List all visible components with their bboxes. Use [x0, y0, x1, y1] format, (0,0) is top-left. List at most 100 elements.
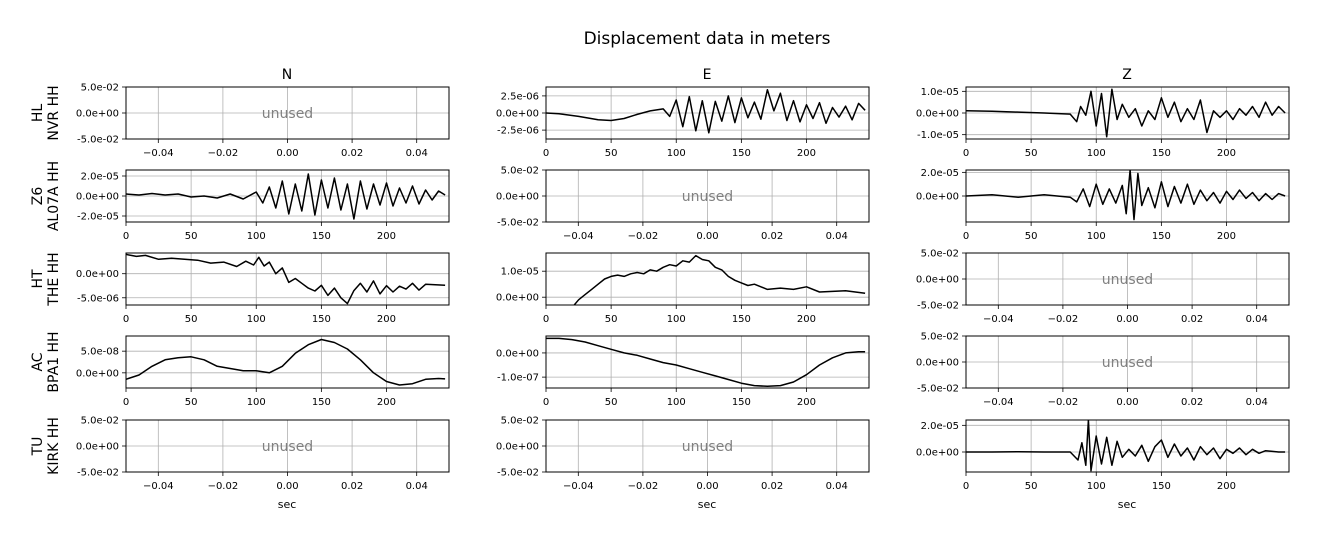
row-label-top-4: TU	[30, 437, 46, 457]
trace-line	[546, 88, 866, 134]
x-tick-label: 100	[1087, 148, 1106, 159]
y-tick-label: 0.0e+00	[916, 192, 959, 203]
y-tick-label: -2.5e-06	[497, 126, 539, 137]
unused-label: unused	[262, 439, 313, 455]
x-tick-label: 200	[377, 397, 396, 408]
y-tick-label: 0.0e+00	[76, 442, 119, 453]
panel-r3-n: 0 50 100 150 200 5.0e-08 0.0e+00	[76, 335, 450, 408]
axes-frame	[125, 169, 450, 223]
x-tick-label: −0.04	[563, 481, 594, 492]
x-tick-label: 150	[1152, 231, 1171, 242]
x-tick-label: 150	[312, 397, 331, 408]
x-tick-label: 50	[185, 231, 198, 242]
row-label-top-2: HT	[30, 269, 46, 289]
x-tick-label: 100	[247, 397, 266, 408]
trace-line	[546, 337, 866, 388]
axes-frame	[965, 86, 1290, 140]
y-tick-label: 0.0e+00	[496, 192, 539, 203]
x-tick-label: 150	[1152, 148, 1171, 159]
row-label-bottom-2: THE HH	[46, 252, 62, 306]
x-tick-label: 50	[1025, 481, 1038, 492]
axes-frame	[965, 252, 1290, 306]
y-tick-label: 5.0e-02	[921, 332, 959, 343]
x-tick-label: 100	[667, 314, 686, 325]
x-tick-label: 0	[963, 148, 969, 159]
x-tick-label: 0.02	[341, 148, 363, 159]
y-tick-label: -5.0e-06	[77, 293, 119, 304]
x-tick-label: 0.02	[1181, 397, 1203, 408]
x-tick-label: 50	[605, 314, 618, 325]
row-label-top-0: HL	[30, 104, 46, 123]
y-tick-label: 1.0e-05	[921, 87, 959, 98]
x-tick-label: −0.02	[208, 481, 239, 492]
axes-frame	[965, 335, 1290, 389]
x-tick-label: 0.04	[406, 148, 428, 159]
x-tick-label: 0.04	[826, 231, 848, 242]
x-tick-label: −0.02	[1048, 314, 1079, 325]
x-tick-label: 0.02	[1181, 314, 1203, 325]
y-tick-label: -1.0e-05	[917, 130, 959, 141]
x-tick-label: 100	[1087, 231, 1106, 242]
x-tick-label: 150	[732, 397, 751, 408]
x-tick-label: 200	[377, 231, 396, 242]
x-axis-label-e: sec	[698, 498, 717, 511]
panel-r1-e: −0.04 −0.02 0.00 0.02 0.04 5.0e-02 0.0e+00 -5.0…	[496, 166, 870, 242]
axes-frame	[545, 252, 870, 306]
panel-r4-z: 0 50 100 150 200 2.0e-05 0.0e+00	[916, 419, 1290, 492]
row-label-bottom-0: NVR HH	[46, 85, 62, 140]
trace-line	[966, 88, 1286, 138]
y-tick-label: 2.0e-05	[921, 168, 959, 179]
y-tick-label: 0.0e+00	[76, 368, 119, 379]
panel-r2-e: 0 50 100 150 200 1.0e-05 0.0e+00	[496, 252, 870, 325]
panel-r0-z: 0 50 100 150 200 1.0e-05 0.0e+00 -1.0e-05	[916, 86, 1290, 159]
y-tick-label: -1.0e-07	[497, 373, 539, 384]
panel-r3-e: 0 50 100 150 200 0.0e+00 -1.0e-07	[496, 335, 870, 408]
x-axis-label-n: sec	[278, 498, 297, 511]
x-tick-label: 200	[1217, 481, 1236, 492]
x-tick-label: −0.04	[983, 397, 1014, 408]
x-tick-label: 0.02	[761, 481, 783, 492]
x-tick-label: 50	[185, 397, 198, 408]
trace-line	[126, 338, 446, 386]
x-axis-label-z: sec	[1118, 498, 1137, 511]
x-tick-label: 150	[1152, 481, 1171, 492]
row-label-bottom-1: AL07A HH	[46, 161, 62, 231]
x-tick-label: 0	[543, 314, 549, 325]
y-tick-label: -5.0e-02	[497, 468, 539, 479]
y-tick-label: 0.0e+00	[496, 348, 539, 359]
panel-r0-n: −0.04 −0.02 0.00 0.02 0.04 5.0e-02 0.0e+00 -5.0…	[76, 83, 450, 159]
x-tick-label: 50	[185, 314, 198, 325]
trace-line	[966, 420, 1286, 472]
x-tick-label: 200	[797, 148, 816, 159]
axes-frame	[965, 419, 1290, 473]
x-tick-label: 200	[377, 314, 396, 325]
x-tick-label: 50	[1025, 148, 1038, 159]
x-tick-label: 0.00	[276, 148, 298, 159]
y-tick-label: -2.0e-05	[77, 212, 119, 223]
axes-frame	[545, 419, 870, 473]
y-tick-label: 0.0e+00	[496, 109, 539, 120]
column-title-z: Z	[1122, 67, 1132, 83]
panel-r2-n: 0 50 100 150 200 0.0e+00 -5.0e-06	[76, 252, 450, 325]
panel-grid: −0.04 −0.02 0.00 0.02 0.04 5.0e-02 0.0e+00 -5.0…	[76, 83, 1290, 492]
y-tick-label: 0.0e+00	[916, 109, 959, 120]
y-tick-label: -5.0e-02	[77, 468, 119, 479]
axes-frame	[545, 335, 870, 389]
x-tick-label: 0.04	[1246, 397, 1268, 408]
x-tick-label: 0.04	[1246, 314, 1268, 325]
trace-line	[126, 173, 446, 220]
x-tick-label: 0.00	[1116, 314, 1138, 325]
panel-r0-e: 0 50 100 150 200 2.5e-06 0.0e+00 -2.5e-06	[496, 86, 870, 159]
trace-line	[966, 170, 1286, 221]
x-tick-label: 0.02	[341, 481, 363, 492]
x-tick-label: −0.04	[563, 231, 594, 242]
panel-r3-z: −0.04 −0.02 0.00 0.02 0.04 5.0e-02 0.0e+00 -5.0…	[916, 332, 1290, 408]
x-tick-label: 0.00	[696, 481, 718, 492]
x-tick-label: −0.04	[983, 314, 1014, 325]
x-tick-label: 0	[963, 481, 969, 492]
column-title-n: N	[282, 67, 292, 83]
y-tick-label: 0.0e+00	[916, 448, 959, 459]
x-tick-label: 100	[667, 397, 686, 408]
x-tick-label: 50	[605, 397, 618, 408]
unused-label: unused	[682, 439, 733, 455]
